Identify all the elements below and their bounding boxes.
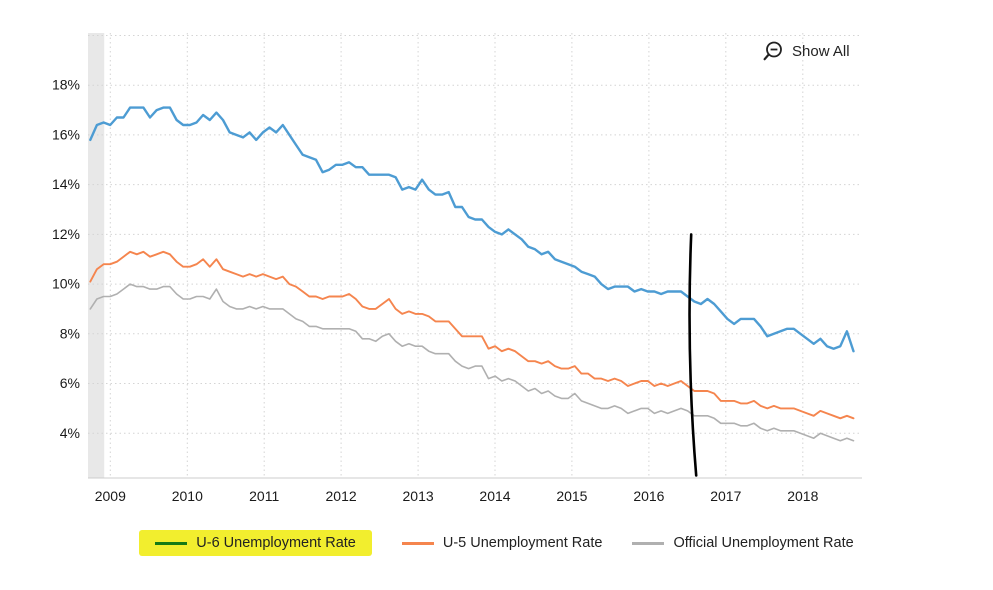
series-line-0 [89, 106, 855, 353]
x-tick-label: 2010 [172, 488, 203, 504]
y-tick-label: 12% [52, 226, 80, 242]
y-tick-label: 10% [52, 276, 80, 292]
out-of-range-band [88, 33, 105, 478]
show-all-button[interactable]: Show All [758, 38, 854, 64]
x-tick-label: 2012 [326, 488, 357, 504]
legend-item[interactable]: U-5 Unemployment Rate [401, 535, 603, 551]
chart-area: 4% 6% 8% 10% 12% 14% 16% 18% 2009 2010 2011 2012 201… [0, 0, 993, 515]
show-all-label: Show All [792, 42, 850, 60]
y-tick-label: 6% [60, 375, 80, 391]
annotation-vertical-line [688, 233, 698, 477]
u6-legend-swatch [155, 541, 188, 545]
x-tick-label: 2011 [249, 488, 279, 504]
zoom-out-icon [762, 40, 784, 62]
y-tick-label: 14% [52, 176, 80, 192]
x-tick-label: 2018 [787, 488, 818, 504]
legend-item[interactable]: U-6 Unemployment Rate [139, 530, 372, 556]
x-tick-label: 2009 [95, 488, 126, 504]
u5-legend-swatch [401, 541, 434, 545]
series-line-1 [89, 250, 855, 420]
x-tick-label: 2014 [479, 488, 510, 504]
official-legend-swatch [632, 541, 665, 545]
legend-item[interactable]: Official Unemployment Rate [632, 535, 854, 551]
u5-legend-label: U-5 Unemployment Rate [442, 535, 603, 551]
x-tick-label: 2013 [403, 488, 434, 504]
official-legend-label: Official Unemployment Rate [673, 535, 854, 551]
x-tick-label: 2015 [556, 488, 587, 504]
y-tick-label: 18% [52, 77, 80, 93]
x-tick-label: 2017 [710, 488, 741, 504]
series-line-2 [89, 283, 855, 442]
y-tick-label: 4% [60, 425, 80, 441]
y-tick-label: 8% [60, 325, 80, 341]
y-tick-label: 16% [52, 126, 80, 142]
x-tick-label: 2016 [633, 488, 664, 504]
u6-legend-label: U-6 Unemployment Rate [196, 535, 356, 551]
chart-legend: U-6 Unemployment Rate U-5 Unemployment R… [0, 530, 993, 556]
chart-plot-area[interactable]: 4% 6% 8% 10% 12% 14% 16% 18% 2009 2010 2011 2012 201… [0, 0, 993, 515]
